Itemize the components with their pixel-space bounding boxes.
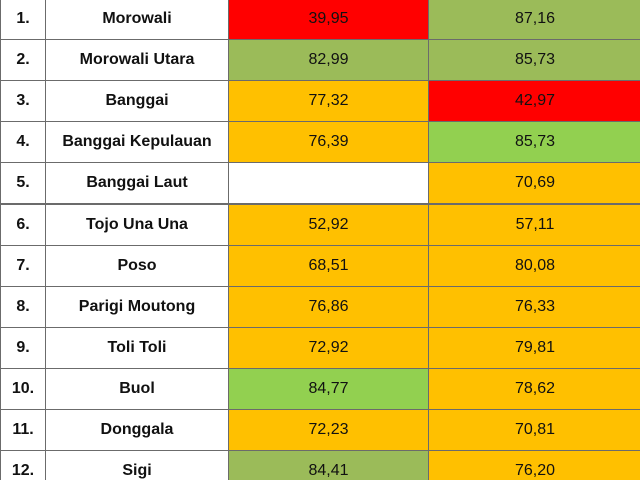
row-number: 9. xyxy=(0,326,46,369)
row-number: 7. xyxy=(0,244,46,287)
row-number: 1. xyxy=(0,0,46,41)
region-name: Buol xyxy=(45,367,229,410)
score-cell: 84,77 xyxy=(228,367,429,410)
region-name: Donggala xyxy=(45,409,229,452)
score-cell: 76,39 xyxy=(228,121,429,164)
row-number: 11. xyxy=(0,409,46,452)
score-cell: 42,97 xyxy=(428,80,640,123)
score-cell xyxy=(228,162,429,205)
score-cell: 82,99 xyxy=(228,39,429,82)
score-cell: 70,69 xyxy=(428,162,640,205)
row-number: 10. xyxy=(0,367,46,410)
score-cell: 57,11 xyxy=(428,203,640,246)
score-cell: 76,33 xyxy=(428,285,640,328)
region-name: Sigi xyxy=(45,450,229,480)
score-cell: 68,51 xyxy=(228,244,429,287)
row-number: 12. xyxy=(0,450,46,480)
row-number: 8. xyxy=(0,285,46,328)
score-cell: 70,81 xyxy=(428,409,640,452)
score-cell: 72,92 xyxy=(228,326,429,369)
score-cell: 78,62 xyxy=(428,367,640,410)
score-cell: 76,86 xyxy=(228,285,429,328)
score-cell: 80,08 xyxy=(428,244,640,287)
region-name: Banggai xyxy=(45,80,229,123)
region-name: Banggai Laut xyxy=(45,162,229,205)
row-number: 5. xyxy=(0,162,46,205)
row-number: 3. xyxy=(0,80,46,123)
score-cell: 39,95 xyxy=(228,0,429,41)
region-name: Poso xyxy=(45,244,229,287)
score-cell: 72,23 xyxy=(228,409,429,452)
score-cell: 77,32 xyxy=(228,80,429,123)
region-name: Tojo Una Una xyxy=(45,203,229,246)
row-number: 6. xyxy=(0,203,46,246)
region-name: Morowali xyxy=(45,0,229,41)
row-number: 4. xyxy=(0,121,46,164)
region-name: Banggai Kepulauan xyxy=(45,121,229,164)
score-cell: 85,73 xyxy=(428,121,640,164)
region-name: Parigi Moutong xyxy=(45,285,229,328)
score-cell: 52,92 xyxy=(228,203,429,246)
score-cell: 76,20 xyxy=(428,450,640,480)
score-cell: 87,16 xyxy=(428,0,640,41)
score-cell: 79,81 xyxy=(428,326,640,369)
score-cell: 85,73 xyxy=(428,39,640,82)
score-cell: 84,41 xyxy=(228,450,429,480)
row-number: 2. xyxy=(0,39,46,82)
region-name: Morowali Utara xyxy=(45,39,229,82)
region-name: Toli Toli xyxy=(45,326,229,369)
